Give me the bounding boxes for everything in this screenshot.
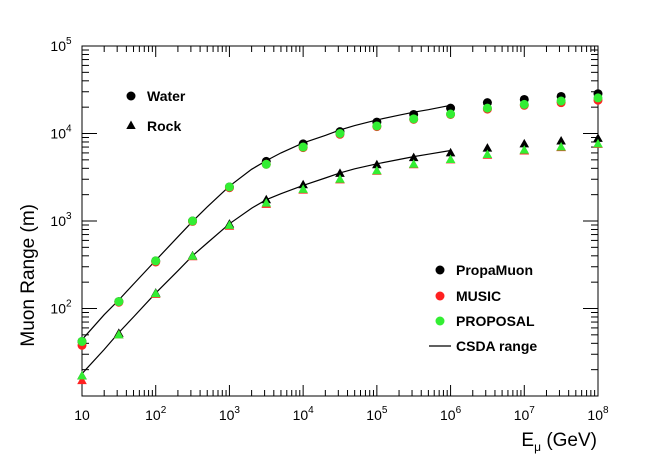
marker-proposal-rock [224,220,235,229]
legend-proposal-label: PROPOSAL [456,313,535,329]
marker-proposal-rock [261,198,272,207]
x-tick-label: 107 [514,405,536,423]
csda-curves [81,104,451,375]
marker-proposal-rock [335,174,345,183]
legend-proposal-marker [435,316,445,326]
marker-proposal-water [335,129,345,138]
x-tick-label: 102 [145,405,167,423]
medium-legend: Water Rock [126,88,186,134]
x-tick-label: 106 [440,405,462,423]
legend-water-label: Water [147,88,186,104]
marker-proposal-rock [372,165,382,175]
marker-proposal-water [261,159,271,169]
marker-proposal-water [519,99,529,109]
axis-ticks [81,46,598,397]
csda-curve-rock [81,149,451,375]
x-tick-label: 108 [587,405,609,423]
marker-proposal-rock [408,159,419,168]
marker-proposal-rock [482,149,493,159]
tick-labels: 10 102 103 104 105 106 107 108 102 103 104 105 [50,36,609,423]
y-tick-label: 104 [50,124,72,142]
marker-propamuon-rock [556,136,566,145]
marker-propamuon-rock [372,159,382,169]
marker-proposal-water [151,256,161,266]
y-tick-label: 102 [50,299,72,317]
marker-proposal-rock [298,184,308,193]
legend-music-label: MUSIC [456,288,501,304]
legend-csda-label: CSDA range [456,338,537,354]
marker-proposal-water [224,182,234,192]
marker-propamuon-rock [482,143,493,152]
marker-proposal-rock [593,138,603,148]
marker-proposal-water [556,96,566,106]
data-markers [77,89,603,385]
x-tick-label: 103 [219,405,241,423]
legend-rock-label: Rock [147,118,181,134]
marker-proposal-rock [556,142,566,151]
marker-propamuon-rock [335,168,345,177]
marker-proposal-water [114,297,124,307]
marker-proposal-rock [77,370,87,380]
legend-propamuon-marker [435,265,445,275]
source-legend: PropaMuon MUSIC PROPOSAL CSDA range [429,262,537,354]
x-tick-label: 105 [366,405,388,423]
marker-proposal-water [482,103,492,113]
marker-propamuon-rock [593,133,603,142]
legend-propamuon-label: PropaMuon [456,262,533,278]
marker-proposal-water [372,121,382,131]
x-tick-label: 104 [293,405,315,423]
marker-proposal-water [188,216,198,226]
marker-proposal-rock [445,154,456,163]
x-tick-label: 10 [74,407,90,423]
marker-propamuon-rock [298,179,308,189]
marker-proposal-rock [150,288,161,298]
marker-proposal-water [446,109,456,119]
marker-propamuon-rock [445,147,456,157]
y-tick-label: 105 [50,36,72,54]
marker-proposal-rock [114,329,124,339]
legend-water-marker [126,91,136,101]
marker-propamuon-rock [519,138,530,148]
marker-propamuon-rock [408,152,419,162]
marker-proposal-water [77,336,87,346]
x-axis-title: Eμ (GeV) [521,430,597,454]
marker-proposal-water [409,114,419,124]
legend-rock-marker [126,120,136,129]
marker-music-rock [77,375,87,385]
marker-proposal-rock [187,251,198,260]
y-axis-title: Muon Range (m) [18,204,39,347]
marker-proposal-water [593,93,603,103]
legend-music-marker [435,291,445,301]
marker-proposal-water [298,142,308,152]
y-tick-label: 103 [50,211,72,229]
marker-proposal-rock [519,145,530,154]
csda-curve-water [81,104,451,341]
